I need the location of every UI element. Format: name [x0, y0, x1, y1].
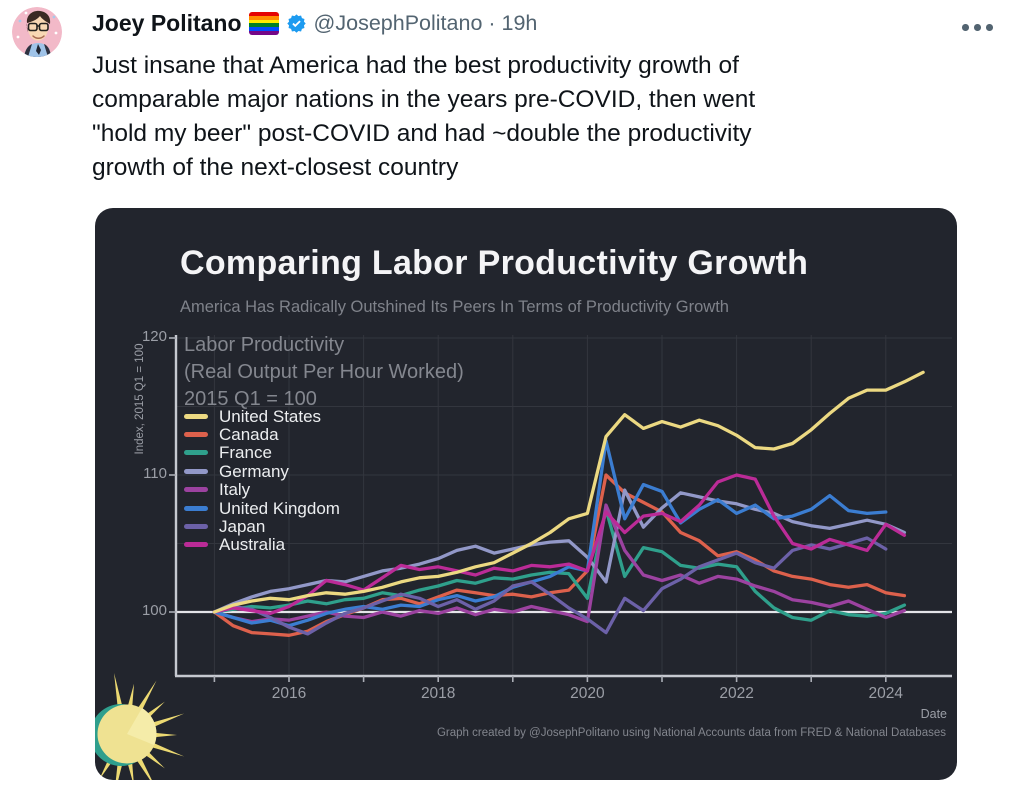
chart-subtitle: America Has Radically Outshined Its Peer…	[180, 298, 729, 316]
productivity-line-chart	[169, 335, 952, 682]
legend-swatch-icon	[184, 450, 208, 456]
chart-annotation: Labor Productivity (Real Output Per Hour…	[184, 334, 464, 410]
legend-label: France	[219, 443, 272, 463]
legend-label: Canada	[219, 425, 279, 445]
legend-item: United States	[184, 407, 340, 425]
legend-item: Germany	[184, 462, 340, 480]
legend-swatch-icon	[184, 505, 208, 511]
x-axis-label: Date	[920, 707, 947, 721]
legend-label: Japan	[219, 517, 266, 537]
x-tick-label: 2024	[868, 685, 904, 702]
x-tick-label: 2016	[271, 685, 307, 702]
legend-swatch-icon	[184, 468, 208, 474]
chart-title: Comparing Labor Productivity Growth	[180, 244, 809, 282]
legend-item: France	[184, 444, 340, 462]
series-line-australia	[212, 473, 907, 616]
chart-credit: Graph created by @JosephPolitano using N…	[436, 727, 946, 739]
handle-and-time[interactable]: @JosephPolitano · 19h	[313, 11, 538, 35]
avatar[interactable]	[12, 7, 62, 57]
legend-item: Canada	[184, 425, 340, 443]
legend-swatch-icon	[184, 542, 208, 548]
legend-item: United Kingdom	[184, 499, 340, 517]
legend-swatch-icon	[184, 524, 208, 530]
author-name[interactable]: Joey Politano	[92, 10, 242, 36]
legend-label: United Kingdom	[219, 498, 340, 518]
legend-item: Australia	[184, 536, 340, 554]
y-tick-label: 120	[141, 328, 167, 345]
legend-label: United States	[219, 406, 322, 426]
tweet-text: Just insane that America had the best pr…	[92, 49, 982, 185]
series-line-japan	[212, 536, 888, 636]
tweet-text-line: Just insane that America had the best pr…	[92, 52, 739, 79]
legend-label: Germany	[219, 461, 289, 481]
x-tick-label: 2022	[719, 685, 754, 702]
legend-swatch-icon	[184, 432, 208, 438]
more-button[interactable]	[958, 20, 997, 35]
tweet-text-line: "hold my beer" post-COVID and had ~doubl…	[92, 120, 752, 147]
legend-label: Italy	[219, 480, 251, 500]
chart-media-card[interactable]: Comparing Labor Productivity Growth Amer…	[95, 208, 957, 780]
avatar-cartoon	[12, 7, 62, 57]
legend-item: Japan	[184, 517, 340, 535]
pride-flag-emoji	[248, 12, 279, 35]
tweet-text-line: comparable major nations in the years pr…	[92, 86, 756, 113]
tweet-header: Joey Politano @JosephPolitano · 19h	[92, 10, 537, 37]
legend-swatch-icon	[184, 487, 208, 493]
tweet-text-line: growth of the next-closest country	[92, 154, 459, 181]
legend-swatch-icon	[184, 413, 208, 419]
x-tick-label: 2018	[420, 685, 456, 702]
legend-item: Italy	[184, 481, 340, 499]
chart-legend: United States Canada France Germany Italy Uni…	[184, 407, 340, 554]
verified-badge-icon	[286, 14, 306, 33]
y-tick-label: 110	[143, 465, 167, 482]
legend-label: Australia	[219, 535, 286, 555]
y-tick-label: 100	[141, 602, 167, 619]
x-tick-label: 2020	[570, 685, 605, 702]
series-line-united-states	[212, 370, 925, 614]
